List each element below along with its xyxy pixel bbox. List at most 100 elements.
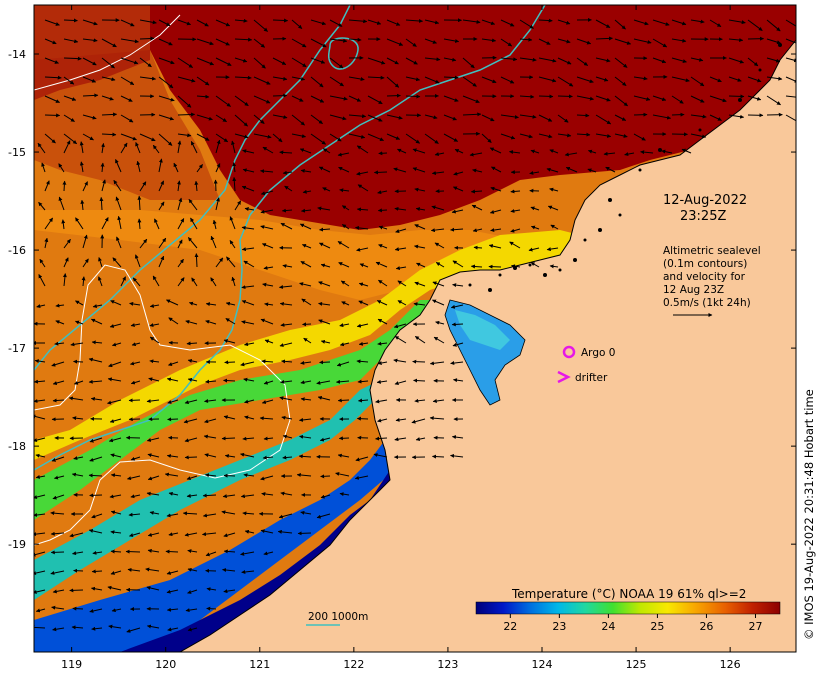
- velocity-arrow: [88, 473, 103, 478]
- velocity-arrow: [90, 318, 103, 325]
- velocity-arrow: [291, 76, 306, 81]
- velocity-arrow: [443, 133, 459, 142]
- velocity-arrow: [530, 262, 540, 268]
- velocity-arrow: [785, 19, 796, 29]
- velocity-arrow: [348, 19, 368, 24]
- colorbar-tick-label: 22: [503, 620, 517, 633]
- velocity-arrow: [223, 378, 236, 383]
- velocity-arrow: [260, 318, 274, 325]
- velocity-arrow: [414, 244, 426, 249]
- velocity-arrow: [260, 475, 274, 481]
- velocity-arrow: [279, 150, 293, 155]
- velocity-arrow: [187, 589, 198, 594]
- velocity-arrow: [538, 18, 553, 23]
- velocity-arrow: [54, 475, 65, 480]
- velocity-arrow: [194, 253, 199, 268]
- velocity-arrow: [101, 76, 116, 82]
- velocity-arrow: [196, 38, 214, 46]
- velocity-arrow: [44, 180, 50, 192]
- velocity-arrow: [79, 161, 84, 173]
- velocity-arrow: [481, 114, 495, 122]
- velocity-arrow: [82, 133, 94, 141]
- velocity-arrow: [196, 133, 210, 141]
- velocity-arrow: [348, 37, 362, 42]
- velocity-arrow: [373, 453, 388, 458]
- velocity-arrow: [35, 453, 46, 458]
- velocity-arrow: [234, 57, 248, 63]
- velocity-arrow: [52, 494, 65, 500]
- velocity-arrow: [241, 300, 255, 306]
- velocity-arrow: [317, 206, 331, 211]
- velocity-arrow: [166, 454, 179, 459]
- velocity-arrow: [120, 276, 126, 287]
- velocity-arrow: [63, 18, 78, 23]
- velocity-arrow: [158, 38, 173, 46]
- velocity-arrow: [424, 19, 440, 25]
- velocity-arrow: [291, 38, 307, 48]
- velocity-arrow: [595, 36, 613, 41]
- velocity-arrow: [690, 19, 705, 24]
- velocity-arrow: [168, 532, 179, 537]
- velocity-arrow: [337, 453, 350, 458]
- velocity-arrow: [224, 454, 236, 459]
- velocity-arrow: [433, 336, 445, 344]
- bathymetry-island-contour: [327, 37, 359, 70]
- velocity-arrow: [300, 397, 312, 402]
- velocity-arrow: [299, 223, 312, 230]
- velocity-arrow: [576, 76, 594, 84]
- velocity-arrow: [300, 510, 312, 515]
- velocity-arrow: [354, 475, 369, 480]
- velocity-arrow: [63, 76, 75, 85]
- velocity-arrow: [167, 627, 179, 632]
- velocity-arrow: [414, 281, 426, 287]
- velocity-arrow: [129, 532, 141, 538]
- velocity-arrow: [357, 379, 369, 384]
- velocity-arrow: [146, 624, 160, 629]
- velocity-arrow: [614, 57, 628, 68]
- velocity-arrow: [519, 57, 537, 62]
- velocity-arrow: [177, 258, 184, 268]
- velocity-arrow: [146, 491, 160, 496]
- velocity-arrow: [244, 399, 255, 404]
- velocity-arrow: [88, 528, 103, 534]
- velocity-arrow: [63, 38, 79, 44]
- velocity-arrow: [51, 456, 65, 462]
- velocity-arrow: [68, 396, 84, 401]
- velocity-arrow: [215, 95, 231, 107]
- velocity-arrow: [471, 204, 483, 211]
- velocity-arrow: [99, 197, 104, 211]
- velocity-arrow: [50, 511, 65, 516]
- velocity-arrow: [109, 494, 122, 499]
- velocity-arrow: [167, 417, 179, 422]
- velocity-arrow: [148, 377, 160, 382]
- velocity-arrow: [434, 152, 445, 157]
- velocity-arrow: [318, 301, 331, 306]
- velocity-arrow: [652, 38, 668, 48]
- velocity-arrow: [557, 57, 572, 65]
- velocity-arrow: [454, 148, 464, 154]
- velocity-arrow: [488, 244, 502, 249]
- velocity-arrow: [139, 36, 155, 41]
- velocity-arrow: [340, 280, 350, 287]
- sst-zone-red: [150, 5, 796, 230]
- velocity-arrow: [204, 399, 217, 404]
- velocity-arrow: [58, 196, 65, 211]
- velocity-arrow: [614, 38, 632, 45]
- plot-area: [34, 5, 796, 652]
- velocity-arrow: [243, 473, 255, 478]
- velocity-arrow: [481, 76, 497, 84]
- velocity-arrow: [462, 95, 480, 103]
- velocity-arrow: [690, 76, 705, 87]
- velocity-arrow: [405, 133, 420, 144]
- velocity-arrow: [262, 455, 274, 460]
- velocity-arrow: [115, 196, 122, 211]
- lat-tick-label: -15: [8, 146, 26, 159]
- velocity-arrow: [415, 437, 426, 442]
- velocity-arrow: [356, 145, 369, 154]
- velocity-arrow: [386, 93, 401, 98]
- velocity-arrow: [101, 95, 114, 101]
- velocity-arrow: [215, 139, 221, 154]
- velocity-arrow: [443, 114, 457, 121]
- velocity-arrow: [709, 114, 722, 121]
- map-frame: [33, 4, 797, 653]
